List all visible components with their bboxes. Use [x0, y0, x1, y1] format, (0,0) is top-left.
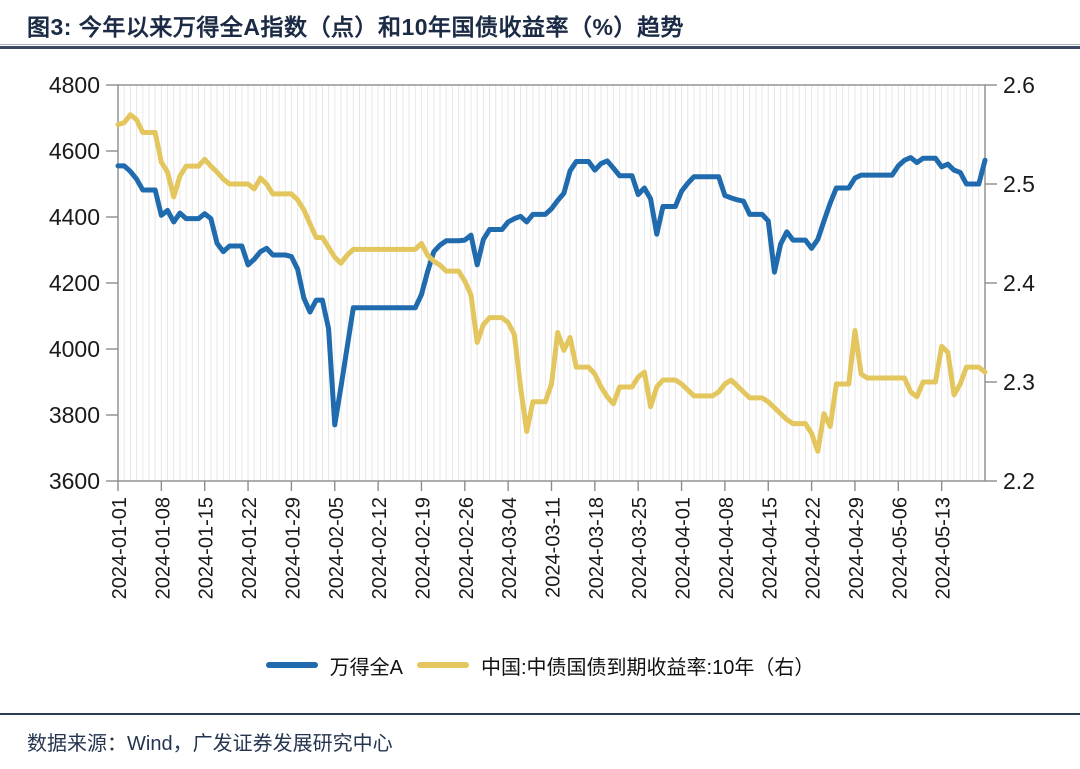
y-left-tick-label: 3600	[49, 468, 100, 494]
footer-divider	[0, 713, 1080, 715]
data-source-text: 数据来源：Wind，广发证券发展研究中心	[27, 733, 393, 755]
legend-label: 万得全A	[329, 656, 403, 679]
y-left-tick-label: 4800	[49, 72, 100, 98]
chart-area: 4800 4600 4400 4200 4000 3800 3600 2.6 2.5 2.4 2.3…	[0, 56, 1080, 641]
legend-swatch	[416, 662, 469, 668]
x-tick-label: 2024-03-11	[543, 497, 565, 598]
x-tick-label: 2024-01-29	[282, 497, 304, 599]
y-right-tick-label: 2.6	[1003, 72, 1035, 98]
y-left-tick-label: 3800	[49, 402, 100, 428]
title-divider-light	[0, 44, 1080, 45]
y-right-tick-label: 2.3	[1003, 369, 1035, 395]
x-tick-label: 2024-01-22	[239, 497, 261, 599]
legend-item: 万得全A	[265, 651, 403, 680]
x-tick-label: 2024-03-25	[629, 497, 651, 599]
x-tick-label: 2024-05-06	[889, 497, 911, 599]
x-tick-label: 2024-01-08	[152, 497, 174, 599]
x-tick-label: 2024-04-15	[759, 497, 781, 599]
y-right-tick-label: 2.2	[1003, 468, 1035, 494]
x-tick-label: 2024-04-01	[673, 497, 695, 599]
legend-item: 中国:中债国债到期收益率:10年（右）	[416, 651, 815, 680]
series-line	[115, 155, 988, 428]
x-tick-label: 2024-01-01	[109, 497, 131, 599]
legend: 万得全A 中国:中债国债到期收益率:10年（右）	[0, 650, 1080, 680]
x-tick-label: 2024-03-18	[586, 497, 608, 599]
series-line	[115, 112, 988, 454]
x-tick-label: 2024-02-05	[326, 497, 348, 599]
x-tick-label: 2024-02-12	[369, 497, 391, 599]
y-left-tick-label: 4000	[49, 336, 100, 362]
x-tick-label: 2024-04-22	[803, 497, 825, 599]
x-tick-label: 2024-01-15	[196, 497, 218, 599]
x-tick-label: 2024-04-29	[846, 497, 868, 599]
y-left-tick-label: 4600	[49, 138, 100, 164]
x-tick-label: 2024-03-04	[499, 497, 521, 599]
chart-title: 图3: 今年以来万得全A指数（点）和10年国债收益率（%）趋势	[27, 14, 684, 40]
title-divider-dark	[0, 46, 1080, 49]
y-left-tick-label: 4400	[49, 204, 100, 230]
y-right-tick-label: 2.4	[1003, 270, 1035, 296]
x-tick-label: 2024-05-13	[933, 497, 955, 599]
x-tick-label: 2024-04-08	[716, 497, 738, 599]
x-tick-label: 2024-02-19	[412, 497, 434, 599]
line-chart-svg: 4800 4600 4400 4200 4000 3800 3600 2.6 2.5 2.4 2.3…	[49, 72, 1035, 599]
x-tick-label: 2024-02-26	[456, 497, 478, 599]
legend-swatch	[265, 662, 318, 668]
y-right-tick-label: 2.5	[1003, 171, 1035, 197]
legend-label: 中国:中债国债到期收益率:10年（右）	[480, 656, 815, 679]
y-left-tick-label: 4200	[49, 270, 100, 296]
